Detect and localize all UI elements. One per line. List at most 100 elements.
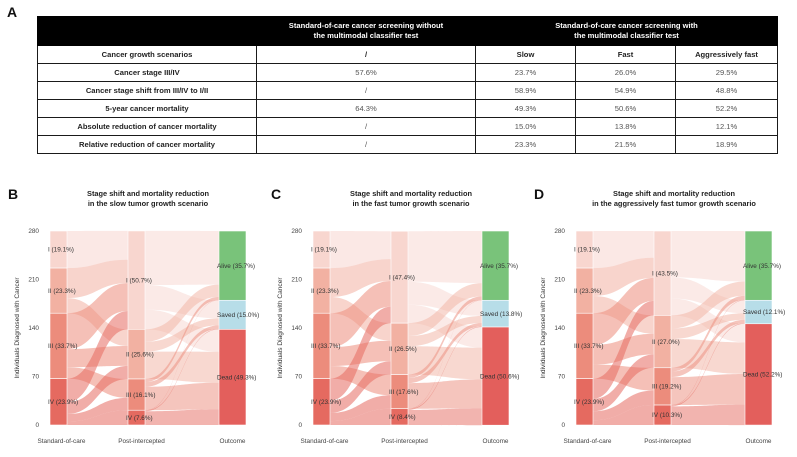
node-label: IV (7.6%) (126, 415, 153, 422)
flow-band (67, 283, 128, 350)
flow-band (671, 404, 745, 426)
node-outcome (481, 230, 510, 301)
node-label: I (19.1%) (574, 247, 600, 254)
flow-band (593, 354, 654, 412)
node-standard-of-care (312, 378, 331, 426)
row-label: Cancer stage shift from III/IV to I/II (37, 81, 257, 100)
cell-slow: 23.3% (475, 135, 576, 154)
y-axis-label: Individuals Diagnosed with Cancer (540, 277, 547, 379)
row-label: 5-year cancer mortality (37, 99, 257, 118)
x-axis-label: Standard-of-care (564, 438, 612, 445)
cell-slow: 15.0% (475, 117, 576, 136)
node-label: Saved (12.1%) (743, 309, 785, 316)
y-tick-label: 210 (28, 277, 39, 284)
node-standard-of-care (49, 378, 68, 426)
flow-band (67, 410, 128, 425)
flow-band (593, 257, 654, 296)
y-tick-label: 210 (291, 277, 302, 284)
node-post-intercepted (127, 409, 146, 426)
panel-b-letter: B (8, 186, 19, 202)
flow-band (330, 231, 391, 269)
cell-fast: 21.5% (575, 135, 676, 154)
y-axis-label: Individuals Diagnosed with Cancer (14, 277, 21, 379)
flow-band (408, 283, 482, 337)
flow-band (593, 300, 654, 399)
y-tick-label: 0 (561, 422, 565, 429)
node-label: II (27.0%) (652, 339, 680, 346)
x-axis-label: Standard-of-care (38, 438, 86, 445)
cell-fast: 50.6% (575, 99, 676, 118)
node-outcome (218, 329, 247, 426)
y-tick-label: 280 (291, 228, 302, 235)
node-standard-of-care (575, 378, 594, 426)
node-label: II (23.3%) (574, 288, 602, 295)
chart-title-line: Stage shift and mortality reduction (87, 189, 209, 198)
y-tick-label: 0 (35, 422, 39, 429)
cell-aggressive: 12.1% (674, 117, 779, 136)
node-label: III (17.6%) (389, 389, 418, 396)
node-label: Alive (35.7%) (217, 263, 255, 270)
table-row: Cancer stage III/IV 57.6% 23.7% 26.0% 29… (37, 63, 779, 82)
flow-band (145, 230, 219, 286)
node-label: III (33.7%) (311, 343, 340, 350)
flow-band (145, 318, 219, 352)
flow-band (330, 395, 391, 422)
sankey-panel-c: Stage shift and mortality reduction in th… (263, 180, 527, 457)
flow-band (408, 379, 482, 409)
flow-band (145, 284, 219, 342)
node-label: III (33.7%) (48, 343, 77, 350)
node-post-intercepted (653, 404, 672, 426)
cell-aggressive: 52.2% (674, 99, 779, 118)
header-empty-cell (37, 16, 257, 46)
flow-band (330, 306, 391, 401)
chart-title-line: in the slow tumor growth scenario (88, 199, 209, 208)
flow-band (145, 382, 219, 411)
screening-comparison-table: Standard-of-care cancer screening withou… (37, 16, 779, 154)
node-label: Dead (52.2%) (743, 372, 782, 379)
node-label: III (19.2%) (652, 384, 681, 391)
table-row: Relative reduction of cancer mortality /… (37, 135, 779, 154)
flow-band (593, 277, 654, 345)
x-axis-label: Outcome (746, 438, 772, 445)
y-tick-label: 70 (558, 374, 566, 381)
panel-a-letter: A (7, 4, 18, 20)
flow-band (671, 338, 745, 374)
cell-slow: 49.3% (475, 99, 576, 118)
flow-band (330, 361, 391, 413)
node-label: Alive (35.7%) (743, 263, 781, 270)
node-label: II (26.5%) (389, 346, 417, 353)
node-label: I (50.7%) (126, 277, 152, 284)
flow-band (408, 231, 482, 284)
node-label: Dead (49.3%) (217, 374, 256, 381)
x-axis-label: Outcome (220, 438, 246, 445)
flow-band (408, 315, 482, 347)
node-post-intercepted (390, 408, 409, 426)
table-header-row: Standard-of-care cancer screening withou… (37, 16, 779, 46)
y-tick-label: 70 (32, 374, 40, 381)
y-tick-label: 140 (291, 325, 302, 332)
flow-band (671, 231, 745, 282)
table-row-growth-scenarios: Cancer growth scenarios / Slow Fast Aggr… (37, 45, 779, 64)
y-tick-label: 280 (28, 228, 39, 235)
cell-fast: Fast (575, 45, 676, 64)
flow-band (593, 231, 654, 269)
x-axis-label: Outcome (483, 438, 509, 445)
cell-fast: 13.8% (575, 117, 676, 136)
cell-soc: 57.6% (256, 63, 476, 82)
x-axis-label: Post-intercepted (118, 438, 165, 445)
node-label: IV (23.9%) (48, 399, 78, 406)
sankey-panel-b: Stage shift and mortality reduction in th… (0, 180, 264, 457)
node-label: I (43.5%) (652, 270, 678, 277)
flow-band (145, 328, 219, 412)
node-outcome (744, 323, 773, 426)
flow-band (145, 409, 219, 425)
flow-band (67, 311, 128, 403)
flow-band (408, 346, 482, 380)
y-tick-label: 0 (298, 422, 302, 429)
y-tick-label: 70 (295, 374, 303, 381)
node-label: II (23.3%) (311, 288, 339, 295)
flow-band (67, 230, 128, 269)
node-label: Dead (50.6%) (480, 373, 519, 380)
